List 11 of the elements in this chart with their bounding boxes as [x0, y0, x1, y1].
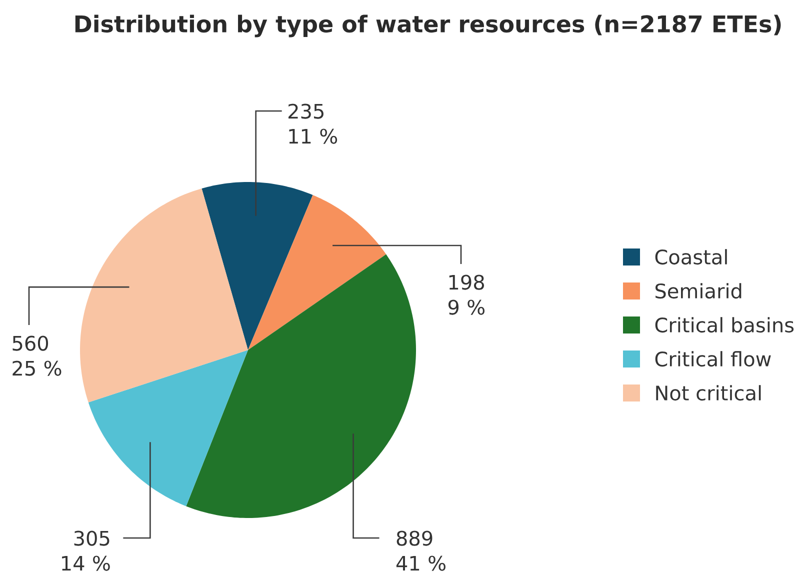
legend-label: Critical basins	[655, 317, 794, 333]
legend-label: Semiarid	[656, 283, 742, 299]
legend-label: Not critical	[656, 385, 761, 401]
data-label: 889 41 %	[396, 530, 446, 571]
chart-title: Distribution by type of water resources (n=2187 ETEs)	[75, 14, 781, 38]
data-label: 198 9 %	[448, 274, 484, 315]
data-label: 305 14 %	[62, 530, 110, 571]
legend-label: Critical flow	[655, 351, 771, 367]
data-label: 235 11 %	[288, 104, 338, 144]
legend-label: Coastal	[655, 249, 727, 265]
data-label: 560 25 %	[12, 336, 62, 376]
